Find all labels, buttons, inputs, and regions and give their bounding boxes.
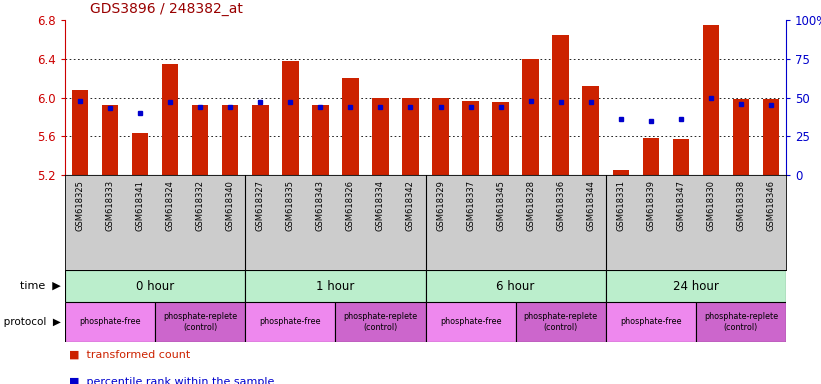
Bar: [312, 105, 328, 175]
Text: GSM618345: GSM618345: [496, 180, 505, 231]
Bar: [71, 90, 89, 175]
Text: GSM618326: GSM618326: [346, 180, 355, 231]
Text: GSM618339: GSM618339: [646, 180, 655, 231]
Bar: [162, 64, 178, 175]
Bar: [522, 59, 539, 175]
Text: GDS3896 / 248382_at: GDS3896 / 248382_at: [89, 2, 242, 16]
Text: GSM618332: GSM618332: [195, 180, 204, 231]
Text: growth protocol  ▶: growth protocol ▶: [0, 317, 61, 327]
Text: 24 hour: 24 hour: [673, 280, 719, 293]
Bar: [65, 302, 155, 342]
Bar: [335, 302, 425, 342]
Text: GSM618334: GSM618334: [376, 180, 385, 231]
Text: phosphate-free: phosphate-free: [80, 318, 141, 326]
Text: GSM618327: GSM618327: [256, 180, 264, 231]
Text: ■  percentile rank within the sample: ■ percentile rank within the sample: [69, 377, 274, 384]
Text: GSM618328: GSM618328: [526, 180, 535, 231]
Text: GSM618336: GSM618336: [556, 180, 565, 231]
Text: GSM618324: GSM618324: [166, 180, 175, 231]
Text: GSM618338: GSM618338: [736, 180, 745, 231]
Bar: [493, 103, 509, 175]
Bar: [553, 35, 569, 175]
Bar: [462, 101, 479, 175]
Text: 6 hour: 6 hour: [497, 280, 534, 293]
Bar: [155, 302, 245, 342]
Bar: [342, 78, 359, 175]
Text: GSM618329: GSM618329: [436, 180, 445, 231]
Bar: [606, 302, 696, 342]
Text: phosphate-free: phosphate-free: [259, 318, 321, 326]
Bar: [703, 25, 719, 175]
Bar: [402, 98, 419, 175]
Text: GSM618335: GSM618335: [286, 180, 295, 231]
Text: GSM618331: GSM618331: [617, 180, 626, 231]
Bar: [425, 270, 606, 302]
Text: ■  transformed count: ■ transformed count: [69, 350, 190, 360]
Bar: [222, 105, 238, 175]
Bar: [132, 133, 149, 175]
Bar: [606, 270, 786, 302]
Text: GSM618343: GSM618343: [316, 180, 325, 231]
Text: phosphate-replete
(control): phosphate-replete (control): [163, 312, 237, 332]
Text: GSM618346: GSM618346: [767, 180, 776, 231]
Bar: [102, 105, 118, 175]
Bar: [433, 98, 449, 175]
Text: phosphate-free: phosphate-free: [620, 318, 681, 326]
Bar: [65, 270, 245, 302]
Bar: [282, 61, 299, 175]
Bar: [732, 99, 750, 175]
Bar: [245, 270, 425, 302]
Bar: [696, 302, 786, 342]
Text: 0 hour: 0 hour: [136, 280, 174, 293]
Text: phosphate-free: phosphate-free: [440, 318, 502, 326]
Text: time  ▶: time ▶: [21, 281, 61, 291]
Text: GSM618325: GSM618325: [76, 180, 85, 231]
Bar: [252, 105, 268, 175]
Text: 1 hour: 1 hour: [316, 280, 355, 293]
Text: phosphate-replete
(control): phosphate-replete (control): [524, 312, 598, 332]
Text: GSM618347: GSM618347: [677, 180, 686, 231]
Bar: [516, 302, 606, 342]
Bar: [643, 138, 659, 175]
Bar: [425, 302, 516, 342]
Text: GSM618342: GSM618342: [406, 180, 415, 231]
Text: GSM618344: GSM618344: [586, 180, 595, 231]
Bar: [612, 170, 629, 175]
Text: GSM618330: GSM618330: [706, 180, 715, 231]
Text: GSM618333: GSM618333: [106, 180, 115, 231]
Bar: [192, 105, 209, 175]
Bar: [763, 99, 779, 175]
Bar: [372, 98, 388, 175]
Bar: [245, 302, 335, 342]
Text: GSM618341: GSM618341: [135, 180, 144, 231]
Text: phosphate-replete
(control): phosphate-replete (control): [704, 312, 778, 332]
Text: GSM618340: GSM618340: [226, 180, 235, 231]
Bar: [672, 139, 689, 175]
Text: phosphate-replete
(control): phosphate-replete (control): [343, 312, 418, 332]
Text: GSM618337: GSM618337: [466, 180, 475, 231]
Bar: [582, 86, 599, 175]
